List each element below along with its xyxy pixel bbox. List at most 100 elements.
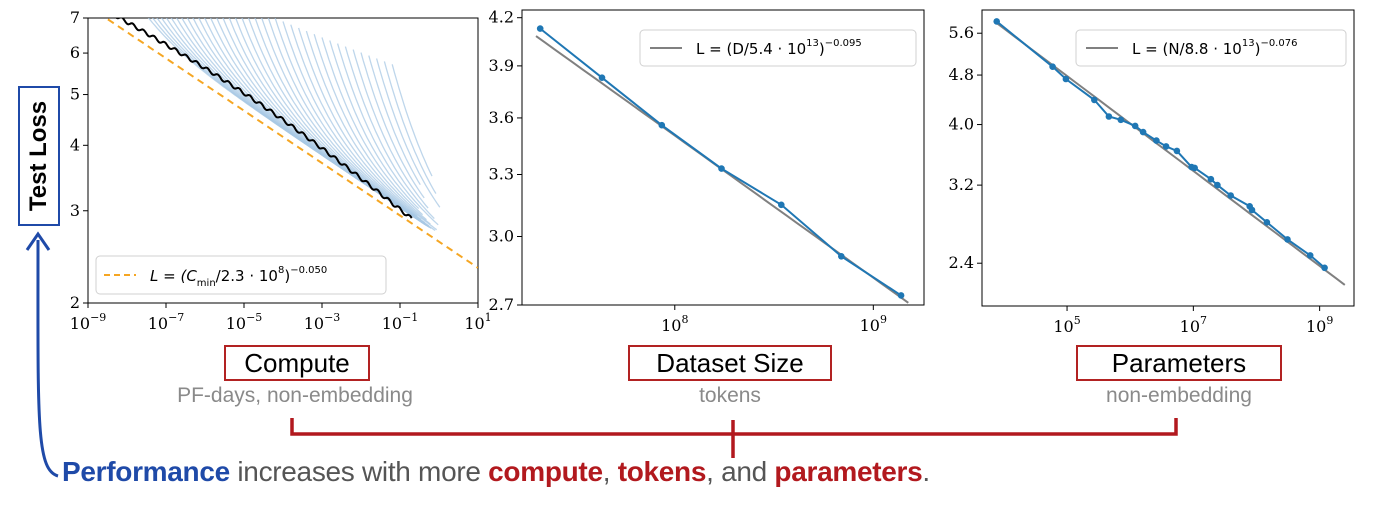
axis-ticks: 108 109 2.7 3.0 3.3 3.6 3.9 4.2 [489,8,887,335]
x-tick-label: 101 [464,311,491,333]
caption-performance: Performance [62,456,230,487]
data-point [1191,164,1198,172]
legend-label: L = (N/8.8 · 1013)−0.076 [1132,38,1297,58]
y-tick-label: 4 [70,135,80,154]
fit-line [104,18,478,269]
y-tick-label: 7 [70,8,80,27]
training-curve [290,24,418,217]
x-tick-label: 109 [1306,314,1333,336]
data-point [1214,181,1221,189]
training-curve [352,49,429,209]
training-curve [368,55,421,186]
training-curve [274,18,426,224]
data-point [718,165,725,172]
training-curve [282,21,422,220]
y-tick-label: 2.4 [949,253,974,272]
training-curve [336,43,439,226]
y-tick-label: 3.0 [489,226,514,245]
dataset-size-chart: 108 109 2.7 3.0 3.3 3.6 3.9 4.2 L = (D/5.4 · 10… [489,8,925,335]
y-tick-label: 4.8 [949,65,974,84]
training-curve [391,64,433,177]
data-point [1306,252,1314,259]
x-tick-label: 109 [860,313,887,335]
caption-text: , [602,456,618,487]
axis-ticks: 105 107 109 2.4 3.2 4.0 4.8 5.6 [949,23,1334,336]
data-point [658,121,666,129]
y-tick-label: 3 [70,201,80,220]
caption-text: , and [706,456,775,487]
training-curve [313,34,427,221]
compute-label: Compute [224,345,370,381]
training-curve [305,30,431,225]
y-tick-label: 4.0 [949,115,974,134]
dataset-size-label: Dataset Size [628,345,832,381]
data-point [1105,113,1113,120]
y-tick-label: 3.6 [489,108,514,127]
chart-marks [993,18,1346,286]
training-curve [321,37,424,216]
data-point [778,201,785,209]
compute-frontier [115,18,413,219]
x-tick-label: 105 [1053,314,1080,336]
data-point [598,74,606,81]
x-tick-label: 10−3 [304,311,341,333]
caption-parameters: parameters [774,456,923,487]
data-point [1153,137,1160,144]
data-point [838,252,845,260]
training-curve [297,27,438,231]
data-point [1139,128,1147,136]
parameters-label: Parameters [1076,345,1282,381]
y-tick-label: 4.2 [489,8,514,27]
training-curve [329,40,420,210]
data-point [1162,143,1170,150]
data-point [993,18,1000,25]
data-point [897,292,905,299]
parameters-sublabel: non-embedding [1106,384,1252,407]
y-tick-label: 3.2 [949,175,974,194]
dataset-size-sublabel: tokens [699,384,761,407]
compute-chart: 10−9 10−7 10−5 10−3 10−1 101 2 3 4 5 6 7 L = (Cmin/… [70,8,492,333]
x-tick-label: 107 [1180,314,1207,336]
x-tick-label: 10−5 [226,311,263,333]
chart-marks [104,18,478,269]
y-tick-label: 3.3 [489,165,514,184]
data-point [1173,147,1181,155]
y-axis-label: Test Loss [18,86,60,226]
y-tick-label: 2.7 [489,295,514,314]
training-curve [360,52,425,199]
data-point [1321,264,1328,272]
data-point [1062,75,1070,83]
training-curve [383,61,437,194]
data-point [1207,175,1215,183]
x-tick-label: 108 [661,313,688,335]
data-point [1131,122,1139,130]
series-line [996,20,1326,269]
parameters-chart: 105 107 109 2.4 3.2 4.0 4.8 5.6 L = (N/8.8 · 10… [949,9,1355,336]
legend-box [639,29,917,67]
y-axis-label-text: Test Loss [25,100,52,212]
y-tick-label: 6 [70,43,80,62]
caption-compute: compute [488,456,603,487]
x-tick-label: 10−9 [70,311,107,333]
training-curve [375,58,441,208]
legend-label: L = (Cmin/2.3 · 108)−0.050 [150,265,327,289]
chart-marks [535,25,909,304]
bracket [290,418,1178,458]
legend: L = (D/5.4 · 1013)−0.095 [639,29,917,67]
data-point [1049,63,1056,70]
y-tick-label: 5.6 [949,23,974,42]
legend-label: L = (D/5.4 · 1013)−0.095 [696,38,862,58]
caption: Performance increases with more compute,… [62,456,930,488]
legend-box [1075,29,1347,67]
data-point [1117,116,1125,124]
legend: L = (N/8.8 · 1013)−0.076 [1075,29,1347,67]
data-point [1227,192,1234,199]
compute-sublabel: PF-days, non-embedding [177,384,413,407]
caption-text: increases with more [229,456,489,487]
x-tick-label: 10−1 [382,311,419,333]
data-point [1263,219,1271,226]
arrow [25,231,59,478]
training-curve [344,46,435,220]
caption-tokens: tokens [617,456,707,487]
